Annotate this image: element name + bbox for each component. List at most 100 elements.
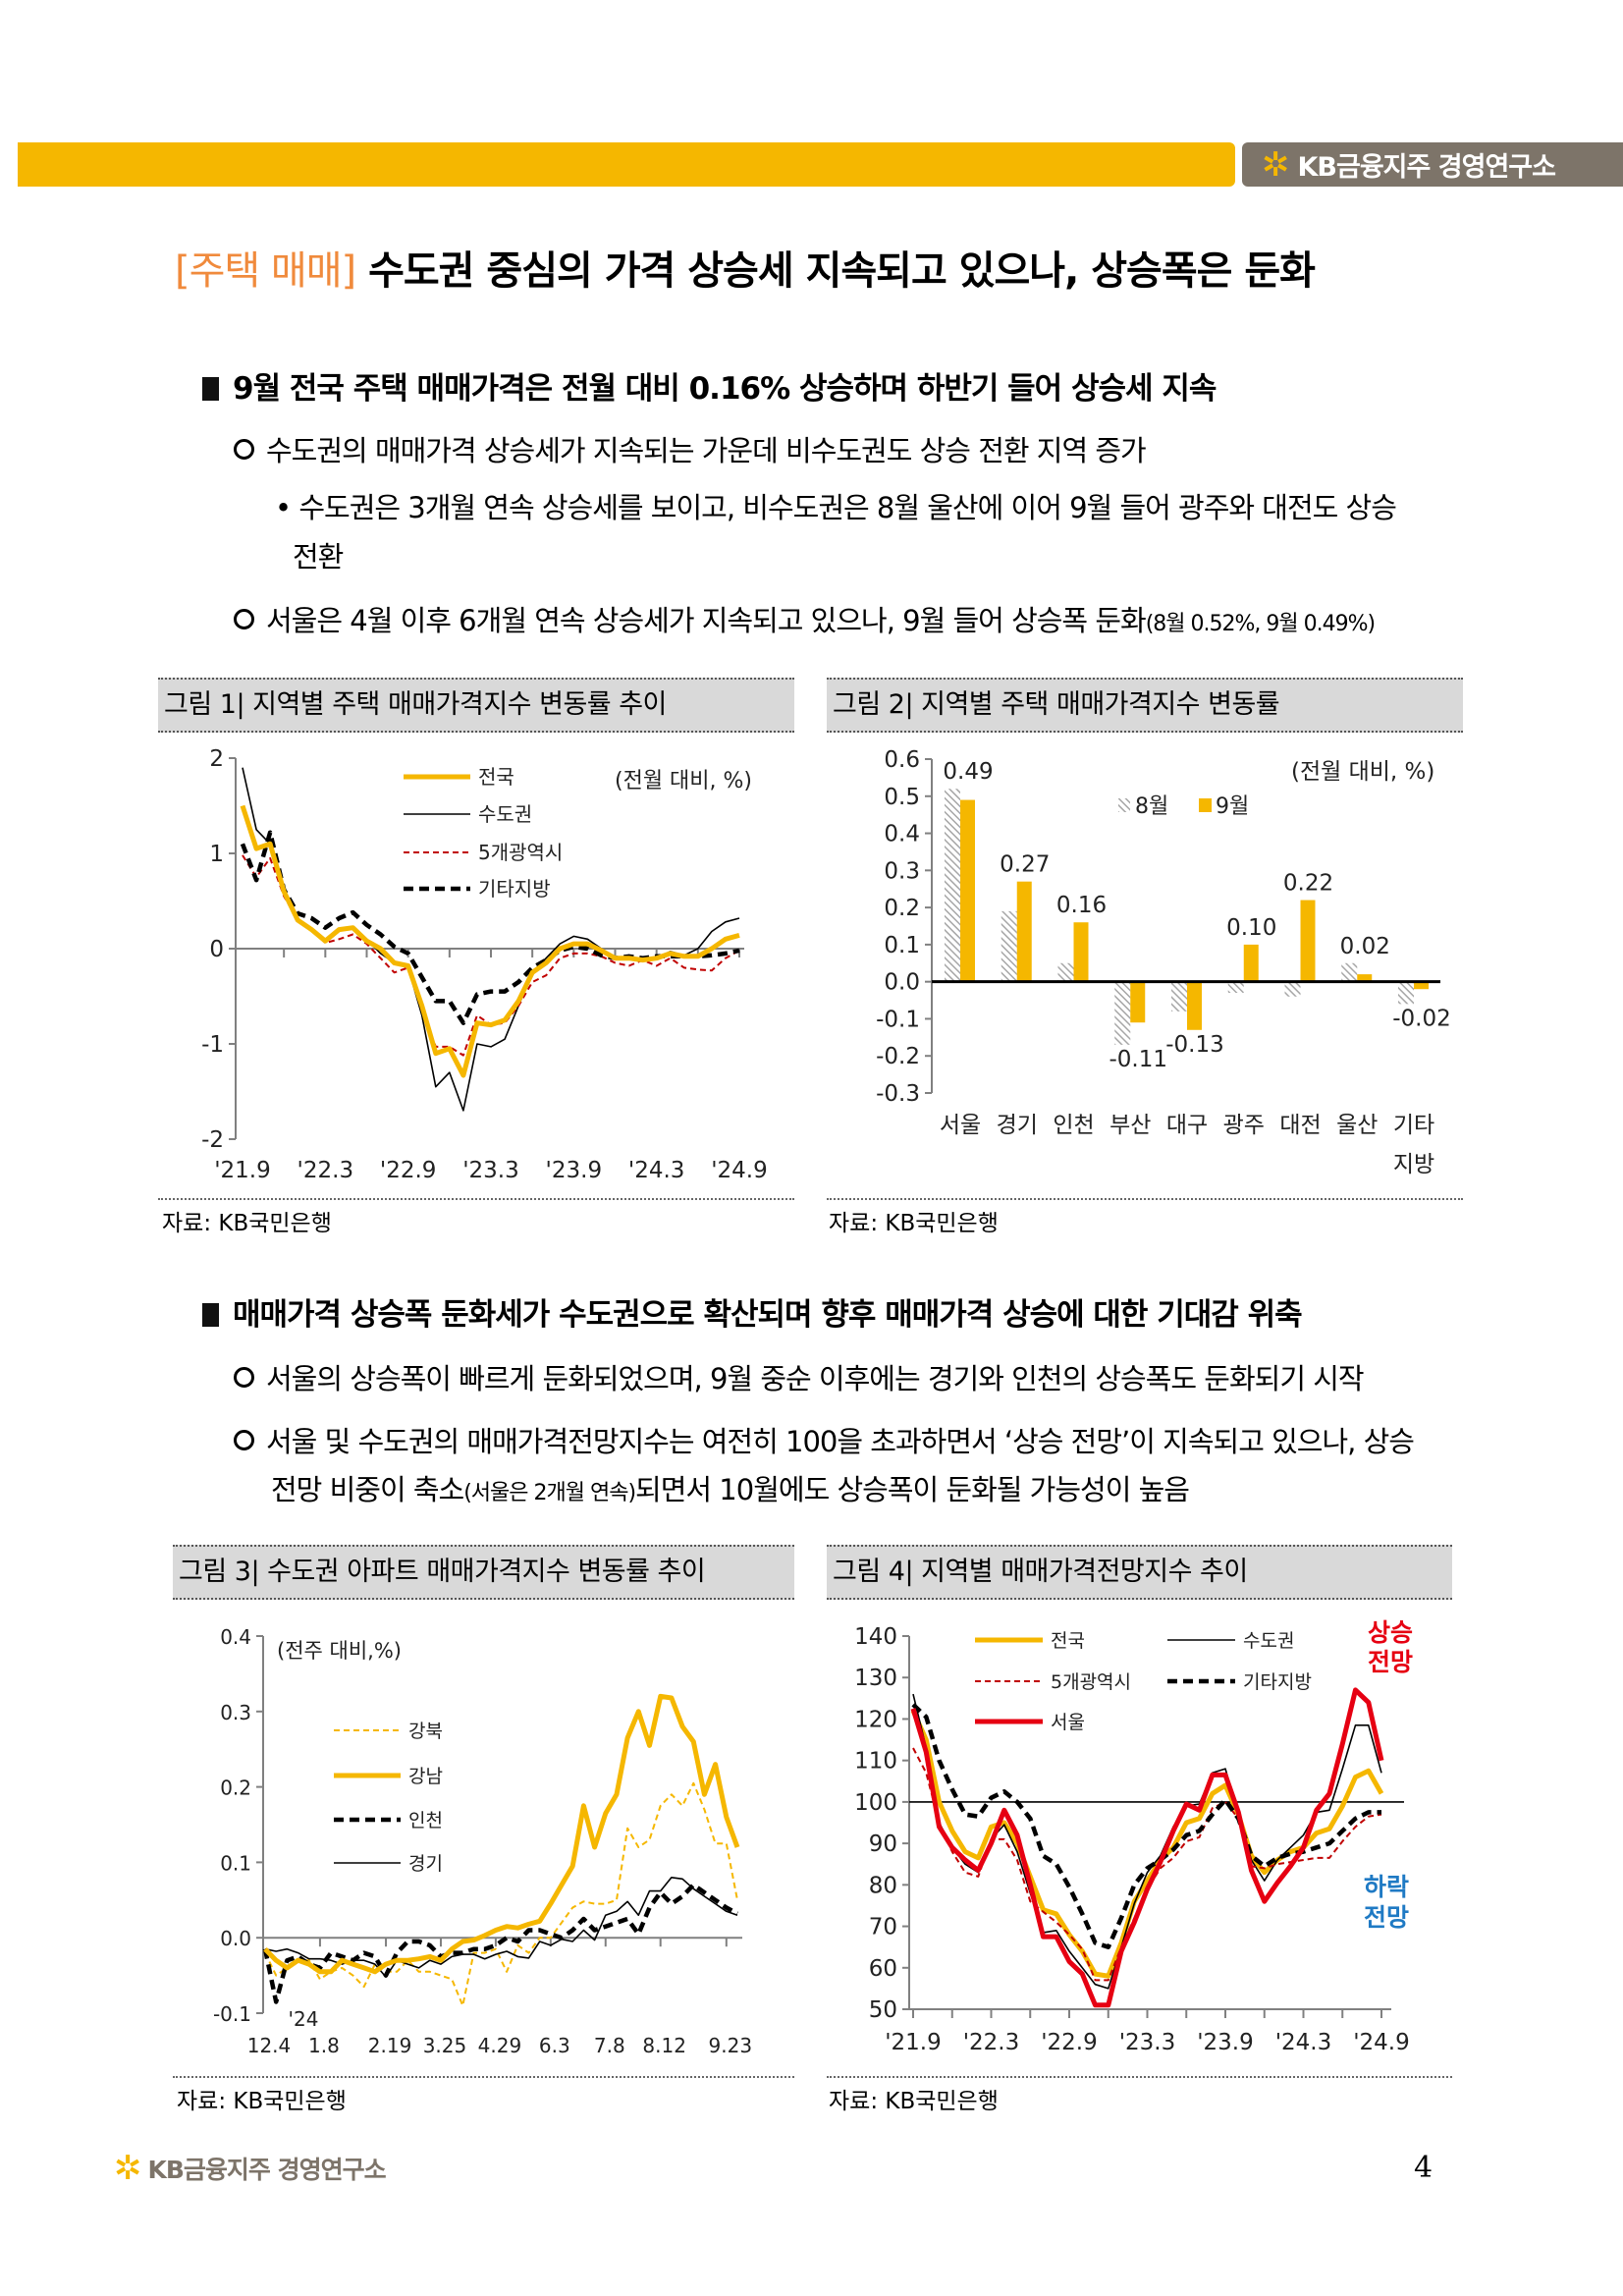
section1-heading-text: 9월 전국 주택 매매가격은 전월 대비 0.16% 상승하며 하반기 들어 상… <box>233 371 1217 407</box>
figure3-source: 자료: KB국민은행 <box>177 2089 347 2114</box>
section2-heading-text: 매매가격 상승폭 둔화세가 수도권으로 확산되며 향후 매매가격 상승에 대한 … <box>233 1297 1303 1333</box>
y-tick-label: 1 <box>209 842 224 867</box>
y-tick-label: -2 <box>201 1127 224 1153</box>
x-tick-label: 8.12 <box>642 2034 686 2057</box>
unit-label: (전주 대비,%) <box>277 1639 402 1663</box>
y-tick-label: 0 <box>209 937 224 962</box>
y-tick-label: -1 <box>201 1032 224 1058</box>
y-tick-label: 140 <box>854 1624 897 1650</box>
section2-point2: 서울 및 수도권의 매매가격전망지수는 여전히 100을 초과하면서 ‘상승 전… <box>234 1419 1415 1460</box>
legend-label: 5개광역시 <box>1051 1671 1131 1693</box>
legend-label: 전국 <box>1051 1630 1085 1652</box>
header-logo-text: KB금융지주 경영연구소 <box>1297 152 1556 183</box>
section1-sub1-line2: 전환 <box>293 540 344 574</box>
legend-label: 수도권 <box>1243 1630 1294 1652</box>
legend-label: 서울 <box>1051 1712 1085 1733</box>
figure2-divider <box>827 1198 1463 1200</box>
x-tick-label: '22.3 <box>298 1158 354 1183</box>
figure4-source: 자료: KB국민은행 <box>829 2089 999 2114</box>
page-title: [주택 매매] 수도권 중심의 가격 상승세 지속되고 있으나, 상승폭은 둔화 <box>175 239 1316 296</box>
x-tick-label: '22.3 <box>963 2030 1020 2055</box>
section2-point2-line2a: 전망 비중이 축소 <box>271 1473 464 1506</box>
kb-star-logo-icon: ✲ <box>1262 144 1290 185</box>
figure1-caption: 그림 1| 지역별 주택 매매가격지수 변동률 추이 <box>158 678 794 733</box>
section2-point1-text: 서울의 상승폭이 빠르게 둔화되었으며, 9월 중순 이후에는 경기와 인천의 … <box>266 1362 1365 1395</box>
y-tick-label: 120 <box>854 1707 897 1732</box>
circle-bullet-icon <box>234 609 254 629</box>
bar-aug <box>1114 981 1131 1045</box>
category-label: 서울 <box>940 1113 981 1138</box>
bar-aug <box>1001 910 1017 982</box>
y-tick-label: 0.4 <box>884 822 920 847</box>
bar-sep <box>960 799 975 982</box>
unit-label: (전월 대비, %) <box>1291 759 1434 785</box>
y-tick-label: 0.4 <box>220 1625 251 1649</box>
category-label: 광주 <box>1223 1113 1265 1138</box>
x-tick-label: '21.9 <box>214 1158 271 1183</box>
downside-outlook-label: 하락 <box>1364 1873 1409 1901</box>
section1-sub1: • 수도권은 3개월 연속 상승세를 보이고, 비수도권은 8월 울산에 이어 … <box>275 485 1397 526</box>
x-tick-label: '24.9 <box>1353 2030 1410 2055</box>
year-annotation: '24 <box>289 2007 319 2031</box>
bar-sep <box>1016 881 1032 982</box>
section1-point2: 서울은 4월 이후 6개월 연속 상승세가 지속되고 있으나, 9월 들어 상승… <box>234 598 1376 639</box>
figure4-divider <box>827 2076 1452 2078</box>
circle-bullet-icon <box>234 1367 254 1388</box>
bar-sep <box>1300 900 1316 982</box>
section2-point2-text: 서울 및 수도권의 매매가격전망지수는 여전히 100을 초과하면서 ‘상승 전… <box>266 1425 1415 1458</box>
x-tick-label: '24.3 <box>628 1158 685 1183</box>
section1-point2-note: (8월 0.52%, 9월 0.49%) <box>1145 612 1376 636</box>
category-label: 대구 <box>1166 1113 1208 1138</box>
category-label-line2: 지방 <box>1393 1152 1434 1177</box>
series-eca084eab5ad-line <box>240 804 740 1078</box>
upside-outlook-label: 전망 <box>1368 1648 1413 1676</box>
legend-label: 강북 <box>408 1721 443 1742</box>
y-tick-label: 0.1 <box>884 933 920 958</box>
legend-label: 8월 <box>1135 794 1168 819</box>
section1-point1: 수도권의 매매가격 상승세가 지속되는 가운데 비수도권도 상승 전환 지역 증… <box>234 428 1147 469</box>
y-tick-label: -0.1 <box>876 1007 920 1032</box>
bar-sep <box>1357 974 1373 982</box>
legend-label: 기타지방 <box>478 877 551 901</box>
x-tick-label: 9.23 <box>709 2034 753 2057</box>
x-tick-label: '24.3 <box>1275 2030 1332 2055</box>
series-eca084eab5ad-line <box>910 1709 1384 1979</box>
y-tick-label: 2 <box>209 746 224 772</box>
section2-point2-line2b: 되면서 10월에도 상승폭이 둔화될 가능성이 높음 <box>635 1473 1190 1506</box>
x-tick-label: '22.9 <box>380 1158 437 1183</box>
figure3-caption: 그림 3| 수도권 아파트 매매가격지수 변동률 추이 <box>173 1545 794 1600</box>
section1-point1-text: 수도권의 매매가격 상승세가 지속되는 가운데 비수도권도 상승 전환 지역 증… <box>266 434 1147 467</box>
series-ec9db8ecb29c-line <box>262 1883 739 2004</box>
circle-bullet-icon <box>234 439 254 460</box>
section1-sub1-text: 수도권은 3개월 연속 상승세를 보이고, 비수도권은 8월 울산에 이어 9월… <box>298 491 1397 524</box>
category-label: 인천 <box>1053 1113 1094 1138</box>
section1-heading: 9월 전국 주택 매매가격은 전월 대비 0.16% 상승하며 하반기 들어 상… <box>202 363 1217 408</box>
data-label: 0.22 <box>1283 871 1333 897</box>
x-tick-label: '22.9 <box>1041 2030 1098 2055</box>
bar-aug <box>1227 981 1244 993</box>
section2-point1: 서울의 상승폭이 빠르게 둔화되었으며, 9월 중순 이후에는 경기와 인천의 … <box>234 1356 1365 1397</box>
figure1-divider <box>158 1198 794 1200</box>
y-tick-label: 130 <box>854 1666 897 1691</box>
data-label: -0.02 <box>1392 1006 1451 1031</box>
header-logo: ✲ KB금융지주 경영연구소 <box>1242 142 1623 187</box>
bar-sep <box>1073 922 1089 982</box>
series-eab095eb82a8-line <box>263 1693 740 1975</box>
category-label: 경기 <box>997 1113 1038 1138</box>
y-tick-label: 80 <box>869 1873 897 1898</box>
x-tick-label: 1.8 <box>308 2034 340 2057</box>
x-tick-label: 2.19 <box>368 2034 412 2057</box>
x-tick-label: 6.3 <box>539 2034 570 2057</box>
kb-star-logo-icon: ✲ <box>114 2149 142 2188</box>
bar-aug <box>945 789 960 982</box>
category-label: 부산 <box>1109 1113 1151 1138</box>
y-tick-label: 110 <box>854 1749 897 1775</box>
figure3-divider <box>173 2076 794 2078</box>
series-eab095ebb681-line <box>264 1781 738 2007</box>
bar-aug <box>1341 962 1358 982</box>
figure4-line-chart: 140 130 120 110 100 90 80 70 60 50 '21.9 '22.3 '22.9… <box>854 1618 1413 2055</box>
bar-aug <box>1284 981 1301 997</box>
y-tick-label: -0.1 <box>213 2002 251 2026</box>
bar-sep <box>1243 944 1259 982</box>
y-tick-label: 100 <box>854 1790 897 1816</box>
